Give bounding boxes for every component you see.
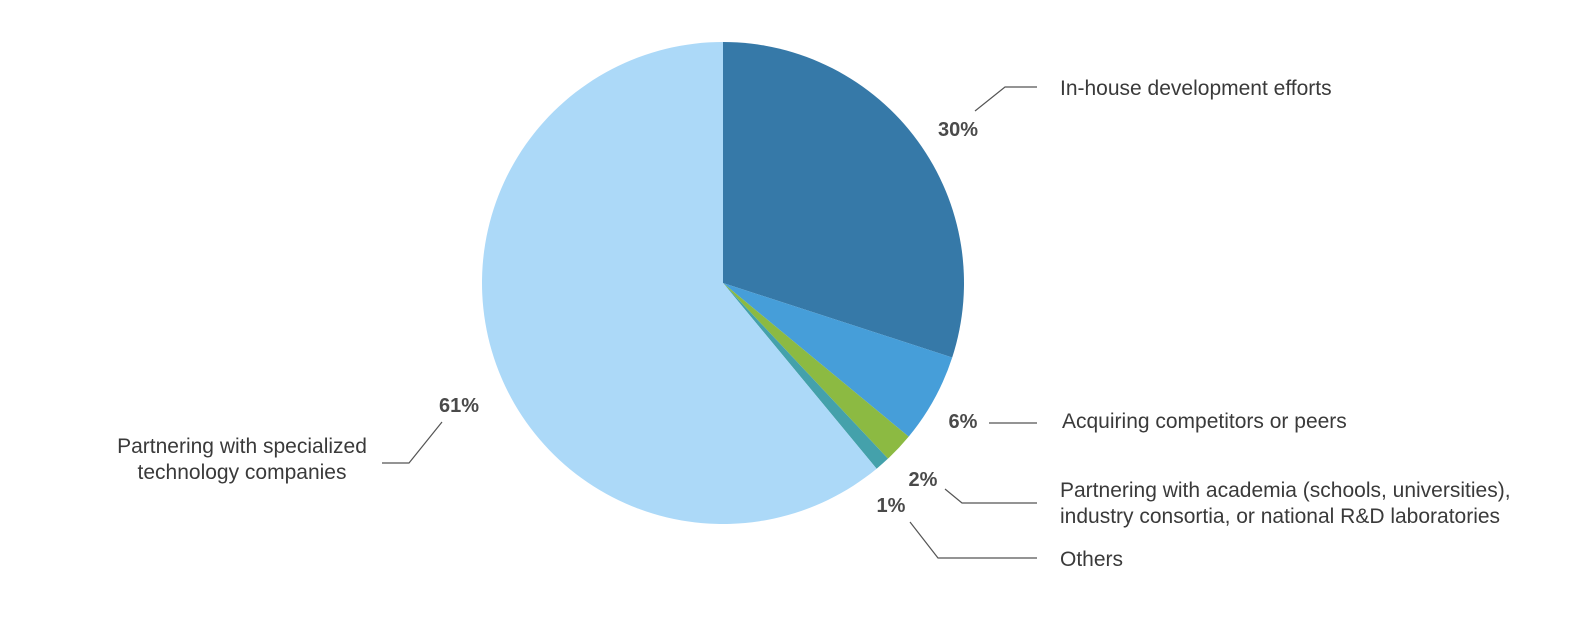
data-label-partnering-with-specialized-technology-c: 61% (439, 395, 479, 417)
pie-slice-acquiring-competitors-or-peers (723, 283, 953, 437)
leader-line-partnering-with-academia-schools-univers (944, 488, 1037, 504)
category-label-in-house-development-efforts: In-house development efforts (1060, 77, 1332, 100)
category-label-partnering-with-specialized-technology-c: Partnering with specialized technology co… (117, 435, 367, 484)
leader-line-others (909, 521, 1037, 559)
pie-slice-partnering-with-academia-schools-univers (723, 283, 909, 459)
leader-line-in-house-development-efforts (974, 86, 1037, 112)
pie-slice-in-house-development-efforts (723, 42, 965, 358)
leader-line-partnering-with-specialized-technology-c (382, 421, 443, 464)
pie-slices (482, 42, 965, 524)
category-label-partnering-with-academia-schools-univers: Partnering with academia (schools, unive… (1060, 479, 1511, 528)
data-label-others: 1% (877, 495, 906, 517)
category-label-acquiring-competitors-or-peers: Acquiring competitors or peers (1062, 410, 1347, 433)
pie-slice-partnering-with-specialized-technology-c (482, 42, 877, 524)
data-label-in-house-development-efforts: 30% (938, 119, 978, 141)
pie-slice-others (723, 283, 888, 469)
leader-lines (382, 86, 1037, 559)
data-label-acquiring-competitors-or-peers: 6% (949, 411, 978, 433)
slice-labels: 30% In-house development efforts 6% Acquiri… (117, 77, 1510, 571)
category-label-others: Others (1060, 548, 1123, 571)
data-label-partnering-with-academia-schools-univers: 2% (909, 469, 938, 491)
